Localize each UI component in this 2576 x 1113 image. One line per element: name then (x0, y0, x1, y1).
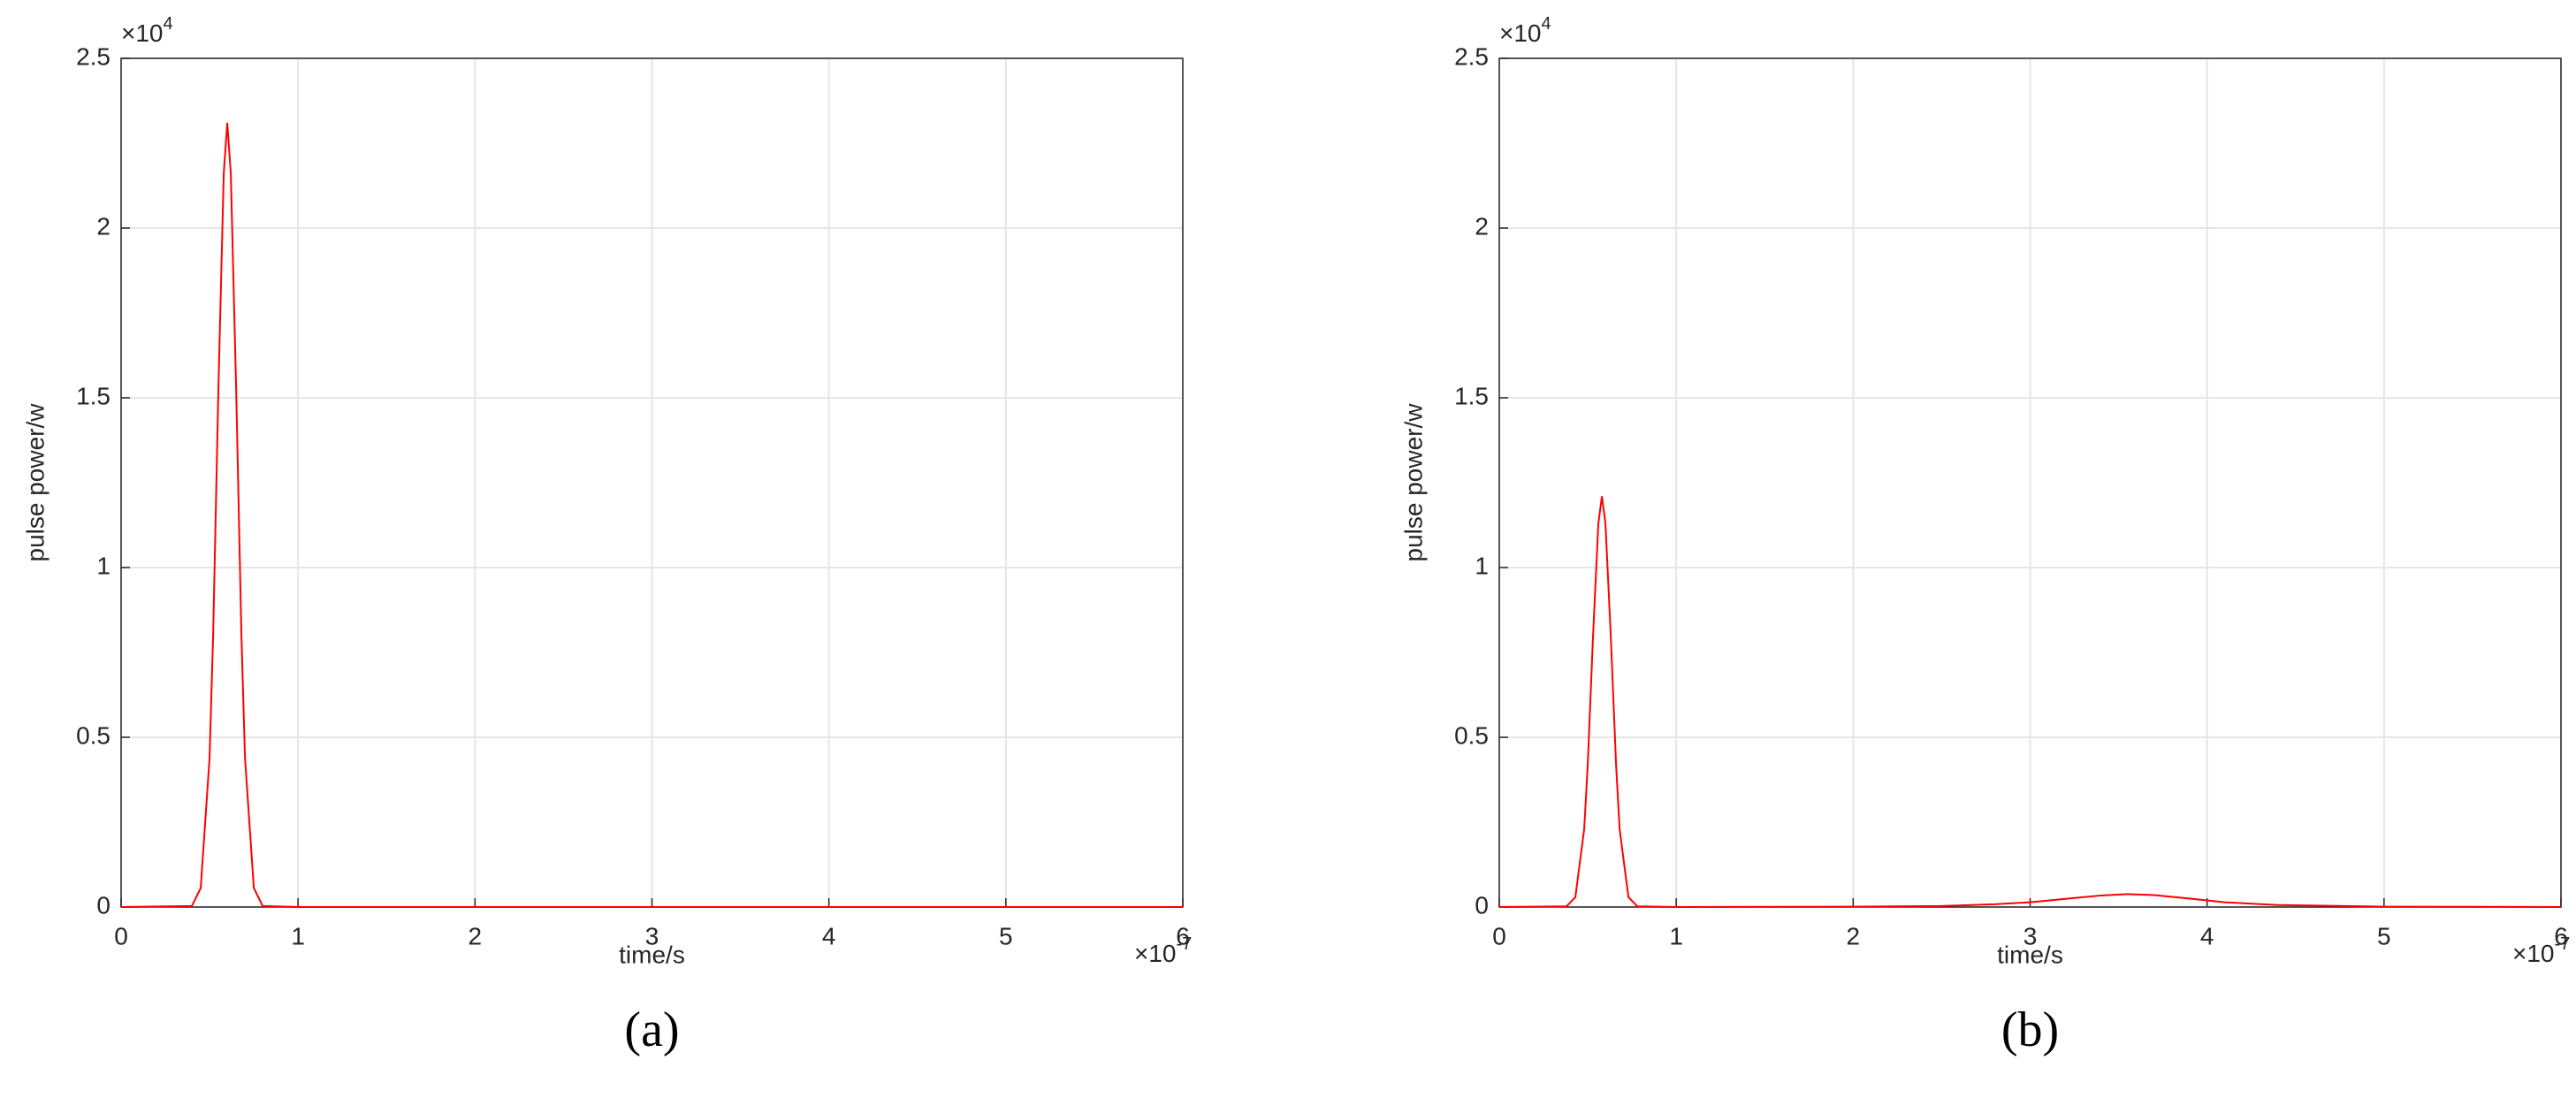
data-line (120, 122, 1183, 908)
x-tick-label: 3 (645, 922, 659, 949)
y-tick-label: 1 (96, 552, 111, 579)
x-tick-label: 1 (1669, 922, 1683, 949)
y-tick-label: 1 (1475, 552, 1489, 579)
x-tick-label: 4 (822, 922, 836, 949)
x-tick-label: 2 (1847, 922, 1861, 949)
x-tick-label: 6 (1176, 922, 1190, 949)
x-tick-label: 4 (2200, 922, 2214, 949)
y-multiplier-base: ×10 (1499, 19, 1542, 47)
y-tick-label: 0.5 (76, 721, 111, 749)
x-tick-label: 2 (469, 922, 483, 949)
x-tick-label: 0 (114, 922, 128, 949)
y-multiplier-exponent: 4 (1542, 14, 1551, 34)
y-tick-label: 2 (96, 212, 111, 240)
x-axis-label: time/s (619, 941, 685, 968)
y-tick-label: 1.5 (76, 382, 111, 409)
x-multiplier: ×10-7 (2512, 934, 2570, 967)
x-axis-label: time/s (1997, 941, 2063, 968)
y-axis-label: pulse power/w (21, 403, 49, 562)
x-tick-label: 3 (2023, 922, 2038, 949)
y-multiplier-base: ×10 (121, 19, 164, 47)
y-tick-label: 0 (1475, 891, 1489, 919)
x-multiplier-exponent: -7 (2555, 934, 2571, 954)
x-multiplier: ×10-7 (1134, 934, 1192, 967)
y-tick-label: 0.5 (1454, 721, 1489, 749)
x-tick-label: 0 (1492, 922, 1506, 949)
x-tick-label: 5 (999, 922, 1013, 949)
axes-box (1498, 57, 2562, 908)
x-multiplier-base: ×10 (2512, 940, 2555, 967)
y-tick-label: 2 (1475, 212, 1489, 240)
data-line (1498, 496, 2562, 909)
x-tick-label: 1 (291, 922, 305, 949)
x-tick-label: 6 (2554, 922, 2568, 949)
y-tick-label: 1.5 (1454, 382, 1489, 409)
x-multiplier-base: ×10 (1134, 940, 1177, 967)
y-multiplier: ×104 (1499, 14, 1551, 47)
y-tick-label: 0 (96, 891, 111, 919)
y-axis-label: pulse power/w (1399, 403, 1427, 562)
x-multiplier-exponent: -7 (1177, 934, 1193, 954)
y-tick-label: 2.5 (76, 42, 111, 70)
panel-caption: (a) (624, 1002, 679, 1057)
y-multiplier: ×104 (121, 14, 173, 47)
y-tick-label: 2.5 (1454, 42, 1489, 70)
y-multiplier-exponent: 4 (164, 14, 173, 34)
x-tick-label: 5 (2377, 922, 2391, 949)
panel-caption: (b) (2001, 1002, 2059, 1057)
